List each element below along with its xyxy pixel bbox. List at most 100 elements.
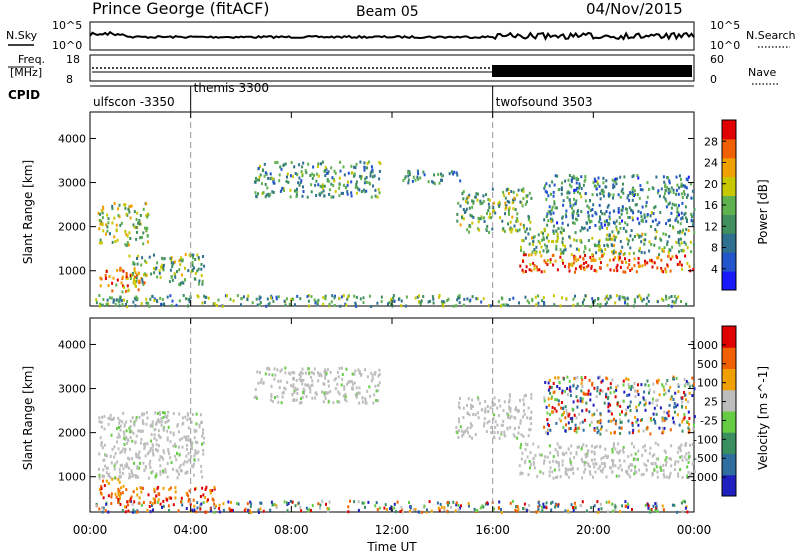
colorbar-swatch (722, 411, 736, 433)
echo-cell (118, 489, 121, 493)
echo-cell (601, 379, 604, 383)
echo-cell (288, 371, 291, 375)
echo-cell (618, 222, 621, 225)
echo-cell (557, 504, 560, 508)
echo-cell (308, 508, 311, 511)
echo-cell (119, 428, 122, 432)
echo-cell (361, 501, 364, 505)
echo-cell (419, 176, 422, 180)
echo-cell (543, 425, 546, 429)
echo-cell (357, 508, 360, 512)
echo-cell (120, 449, 123, 453)
echo-cell (613, 417, 615, 421)
echo-cell (569, 394, 572, 398)
echo-cell (162, 499, 165, 503)
echo-cell (677, 295, 680, 299)
echo-cell (506, 199, 509, 203)
echo-cell (629, 475, 632, 479)
echo-cell (364, 368, 366, 372)
echo-cell (618, 474, 621, 478)
echo-cell (123, 285, 125, 289)
echo-cell (423, 504, 426, 508)
echo-cell (543, 186, 546, 190)
echo-cell (333, 303, 336, 307)
echo-cell (155, 494, 158, 498)
echo-cell (571, 206, 573, 210)
echo-cell (626, 266, 629, 270)
echo-cell (104, 464, 107, 468)
echo-cell (646, 213, 649, 216)
echo-cell (616, 177, 619, 181)
echo-cell (487, 209, 490, 213)
echo-cell (540, 453, 543, 457)
echo-cell (561, 459, 564, 463)
echo-cell (559, 475, 562, 479)
echo-cell (643, 251, 646, 255)
echo-cell (533, 466, 536, 470)
echo-cell (121, 509, 124, 512)
echo-cell (128, 499, 131, 503)
echo-cell (688, 382, 691, 386)
echo-cell (170, 258, 173, 262)
echo-cell (121, 290, 124, 294)
echo-cell (546, 455, 549, 459)
echo-cell (202, 452, 205, 456)
echo-cell (118, 467, 121, 471)
echo-cell (526, 455, 529, 459)
echo-cell (317, 502, 320, 506)
echo-cell (572, 466, 574, 470)
echo-cell (642, 445, 645, 449)
echo-cell (636, 193, 639, 197)
echo-cell (458, 420, 461, 424)
echo-cell (272, 177, 275, 181)
echo-cell (358, 391, 361, 395)
echo-cell (529, 220, 532, 224)
echo-cell (597, 297, 600, 300)
echo-cell (629, 400, 632, 404)
colorbar-swatch (722, 347, 736, 369)
echo-cell (325, 167, 328, 171)
echo-cell (270, 294, 273, 298)
echo-cell (585, 444, 588, 448)
echo-cell (601, 462, 603, 466)
echo-cell (170, 496, 173, 500)
echo-cell (114, 492, 117, 496)
echo-cell (667, 254, 670, 258)
echo-cell (650, 462, 653, 466)
echo-cell (670, 304, 673, 308)
echo-cell (145, 229, 148, 233)
echo-cell (201, 486, 204, 490)
echo-cell (550, 208, 553, 212)
echo-cell (564, 429, 567, 433)
echo-cell (665, 297, 668, 301)
echo-cell (255, 396, 258, 400)
echo-cell (200, 470, 203, 474)
echo-cell (491, 404, 494, 408)
echo-cell (681, 405, 684, 409)
echo-cell (293, 398, 296, 402)
echo-cell (102, 468, 105, 472)
echo-cell (355, 180, 358, 184)
echo-cell (322, 296, 325, 300)
echo-cell (136, 510, 139, 514)
echo-cell (626, 469, 629, 473)
echo-cell (667, 250, 670, 254)
echo-cell (543, 302, 546, 306)
echo-cell (132, 422, 135, 426)
echo-cell (550, 501, 552, 505)
echo-cell (640, 215, 643, 219)
echo-cell (525, 194, 528, 198)
echo-cell (586, 454, 589, 458)
echo-cell (140, 441, 142, 445)
echo-cell (648, 388, 651, 392)
echo-cell (677, 220, 679, 224)
echo-cell (607, 387, 610, 391)
echo-cell (170, 275, 173, 279)
echo-cell (614, 464, 617, 468)
echo-cell (655, 457, 658, 461)
echo-cell (580, 264, 583, 268)
echo-cell (226, 294, 228, 298)
echo-cell (655, 504, 658, 508)
echo-cell (277, 379, 280, 383)
echo-cell (683, 190, 685, 193)
